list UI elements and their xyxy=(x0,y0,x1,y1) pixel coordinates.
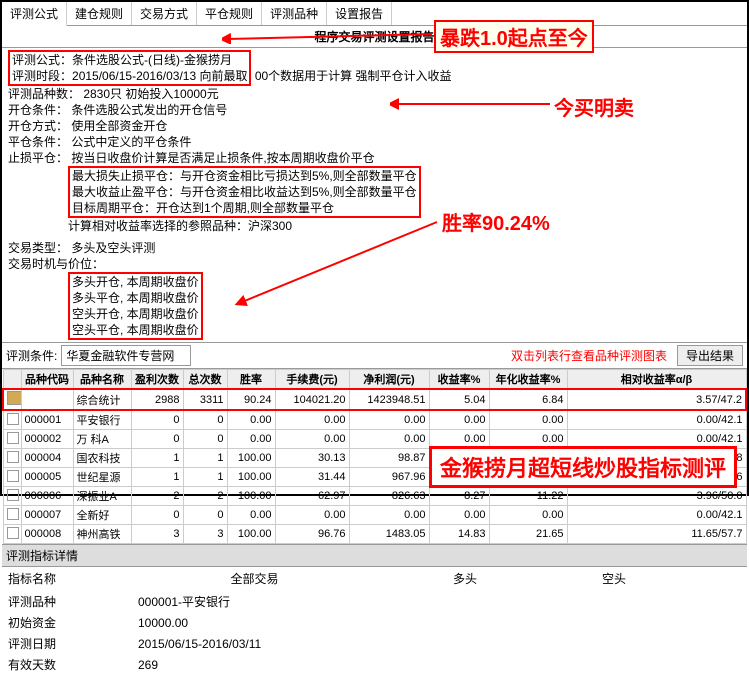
annotation-buysell: 今买明卖 xyxy=(554,92,634,121)
report-title: 程序交易评测设置报告 xyxy=(2,26,747,48)
filter-hint: 双击列表行查看品种评测图表 xyxy=(511,347,667,364)
annotation-winrate: 胜率90.24% xyxy=(442,207,550,236)
tab-products[interactable]: 评测品种 xyxy=(262,2,327,25)
tab-open-rule[interactable]: 建仓规则 xyxy=(67,2,132,25)
detail-header: 评测指标详情 xyxy=(2,544,747,567)
filter-dropdown[interactable]: 华夏金融软件专营网 xyxy=(61,345,191,366)
filter-label: 评测条件: xyxy=(6,347,57,364)
tab-trade-mode[interactable]: 交易方式 xyxy=(132,2,197,25)
col-chk xyxy=(3,370,21,390)
col-ret[interactable]: 收益率% xyxy=(429,370,489,390)
table-row[interactable]: 000001平安银行000.000.000.000.000.000.00/42.… xyxy=(3,410,746,430)
col-code[interactable]: 品种代码 xyxy=(21,370,73,390)
table-row[interactable]: 000008神州高铁33100.0096.761483.0514.8321.65… xyxy=(3,525,746,544)
table-row[interactable]: 综合统计2988331190.24104021.201423948.515.04… xyxy=(3,389,746,410)
col-name[interactable]: 品种名称 xyxy=(73,370,131,390)
info-block: 评测公式：条件选股公式-(日线)-金猴捞月评测时段：2015/06/15-201… xyxy=(2,48,747,342)
col-ann[interactable]: 年化收益率% xyxy=(489,370,567,390)
export-button[interactable]: 导出结果 xyxy=(677,345,743,366)
col-rate[interactable]: 胜率 xyxy=(227,370,275,390)
col-win[interactable]: 盈利次数 xyxy=(131,370,183,390)
annotation-title: 金猴捞月超短线炒股指标测评 xyxy=(429,446,737,488)
annotation-crash: 暴跌1.0起点至今 xyxy=(434,20,594,53)
tab-bar: 评测公式 建仓规则 交易方式 平仓规则 评测品种 设置报告 xyxy=(2,2,747,26)
table-row[interactable]: 000007全新好000.000.000.000.000.000.00/42.1 xyxy=(3,506,746,525)
filter-bar: 评测条件: 华夏金融软件专营网 双击列表行查看品种评测图表 导出结果 xyxy=(2,342,747,369)
tab-formula[interactable]: 评测公式 xyxy=(2,2,67,26)
col-fee[interactable]: 手续费(元) xyxy=(275,370,349,390)
table-row[interactable]: 000006深振业A22100.0062.97826.638.2711.223.… xyxy=(3,487,746,506)
tab-close-rule[interactable]: 平仓规则 xyxy=(197,2,262,25)
col-profit[interactable]: 净利润(元) xyxy=(349,370,429,390)
tab-report[interactable]: 设置报告 xyxy=(327,2,392,25)
detail-grid: 指标名称全部交易多头空头 xyxy=(2,567,747,590)
col-total[interactable]: 总次数 xyxy=(183,370,227,390)
col-rel[interactable]: 相对收益率α/β xyxy=(567,370,746,390)
